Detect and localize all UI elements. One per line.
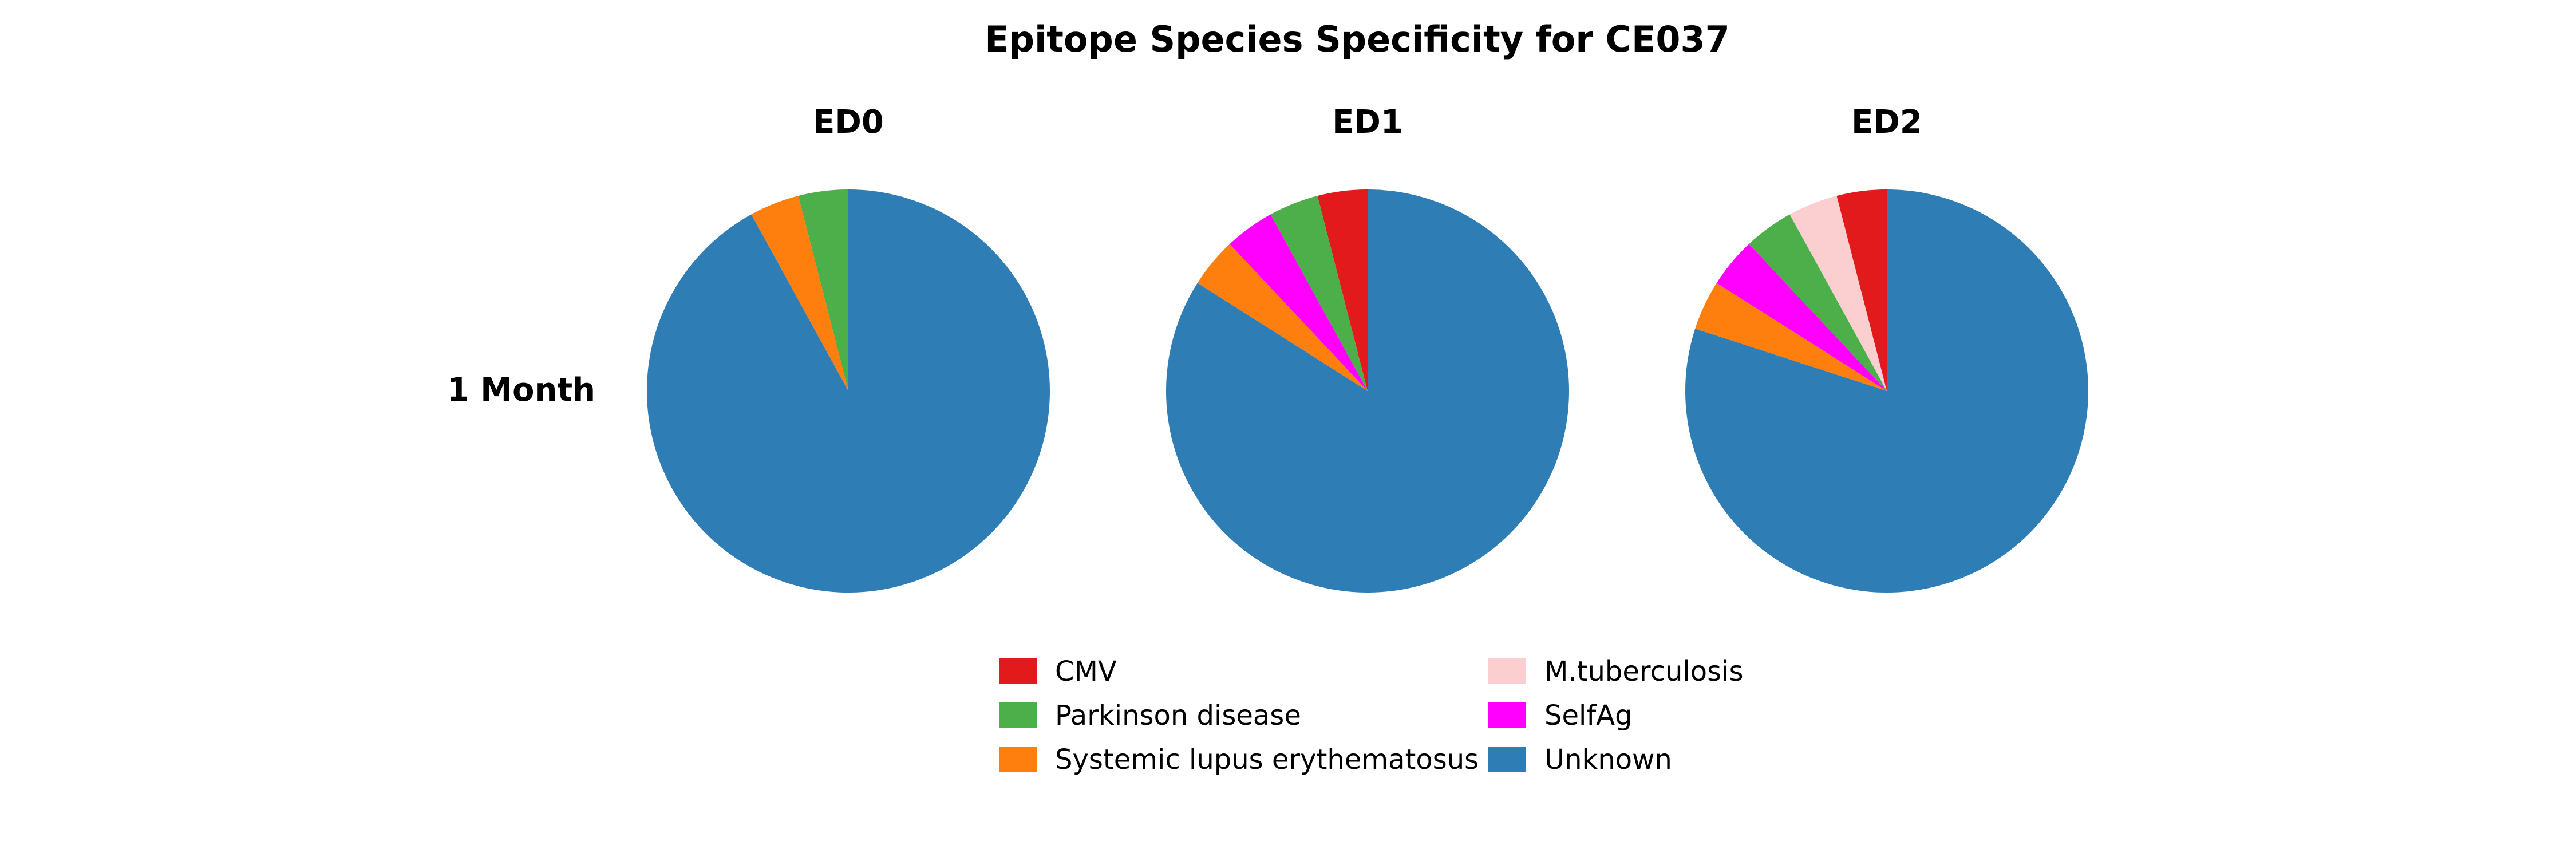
- legend-item-m-tuberculosis: M.tuberculosis: [1488, 655, 1743, 688]
- legend-item-cmv: CMV: [999, 655, 1117, 688]
- legend-label: Systemic lupus erythematosus: [1055, 744, 1479, 776]
- legend-label: SelfAg: [1544, 700, 1633, 732]
- pie-slice-ed1-parkinson-disease: [1270, 196, 1368, 391]
- legend-item-selfag: SelfAg: [1488, 700, 1633, 732]
- legend-swatch: [1488, 658, 1526, 684]
- legend-item-systemic-lupus-erythematosus: Systemic lupus erythematosus: [999, 744, 1479, 776]
- pie-slice-ed2-m-tuberculosis: [1789, 196, 1887, 391]
- pie-slice-ed0-unknown: [646, 189, 1050, 593]
- legend-label: Unknown: [1544, 744, 1672, 776]
- pie-ed2: ED2: [1685, 104, 2089, 593]
- legend-item-parkinson-disease: Parkinson disease: [999, 700, 1301, 732]
- legend-swatch: [999, 747, 1037, 772]
- legend-item-unknown: Unknown: [1488, 744, 1672, 776]
- row-label: 1 Month: [447, 372, 595, 409]
- pie-slice-ed2-unknown: [1685, 189, 2089, 593]
- pie-slice-ed2-parkinson-disease: [1749, 214, 1887, 391]
- pie-slice-ed1-selfag: [1230, 214, 1368, 391]
- legend: CMV Parkinson disease Systemic lupus eryth…: [999, 655, 1743, 776]
- pie-slice-ed2-selfag: [1716, 244, 1887, 391]
- pie-slice-ed0-systemic-lupus-erythematosus: [751, 196, 848, 391]
- legend-label: M.tuberculosis: [1544, 655, 1743, 688]
- chart-title: Epitope Species Specificity for CE037: [985, 18, 1730, 60]
- pie-slice-ed1-cmv: [1317, 189, 1368, 391]
- pie-title: ED0: [813, 104, 884, 141]
- pie-slice-ed2-systemic-lupus-erythematosus: [1695, 283, 1887, 391]
- pie-title: ED1: [1332, 104, 1403, 141]
- legend-label: Parkinson disease: [1055, 700, 1301, 732]
- pie-slice-ed2-cmv: [1836, 189, 1887, 391]
- legend-label: CMV: [1055, 655, 1117, 688]
- pie-title: ED2: [1851, 104, 1922, 141]
- legend-swatch: [1488, 702, 1526, 728]
- pie-panels: ED0 ED1 ED2: [646, 104, 2089, 593]
- pie-slice-ed0-parkinson-disease: [798, 189, 848, 391]
- pie-ed0: ED0: [646, 104, 1050, 593]
- pie-ed1: ED1: [1166, 104, 1570, 593]
- legend-swatch: [999, 658, 1037, 684]
- pie-slice-ed1-systemic-lupus-erythematosus: [1197, 244, 1368, 391]
- pie-slice-ed1-unknown: [1166, 189, 1570, 593]
- legend-swatch: [999, 702, 1037, 728]
- legend-swatch: [1488, 747, 1526, 772]
